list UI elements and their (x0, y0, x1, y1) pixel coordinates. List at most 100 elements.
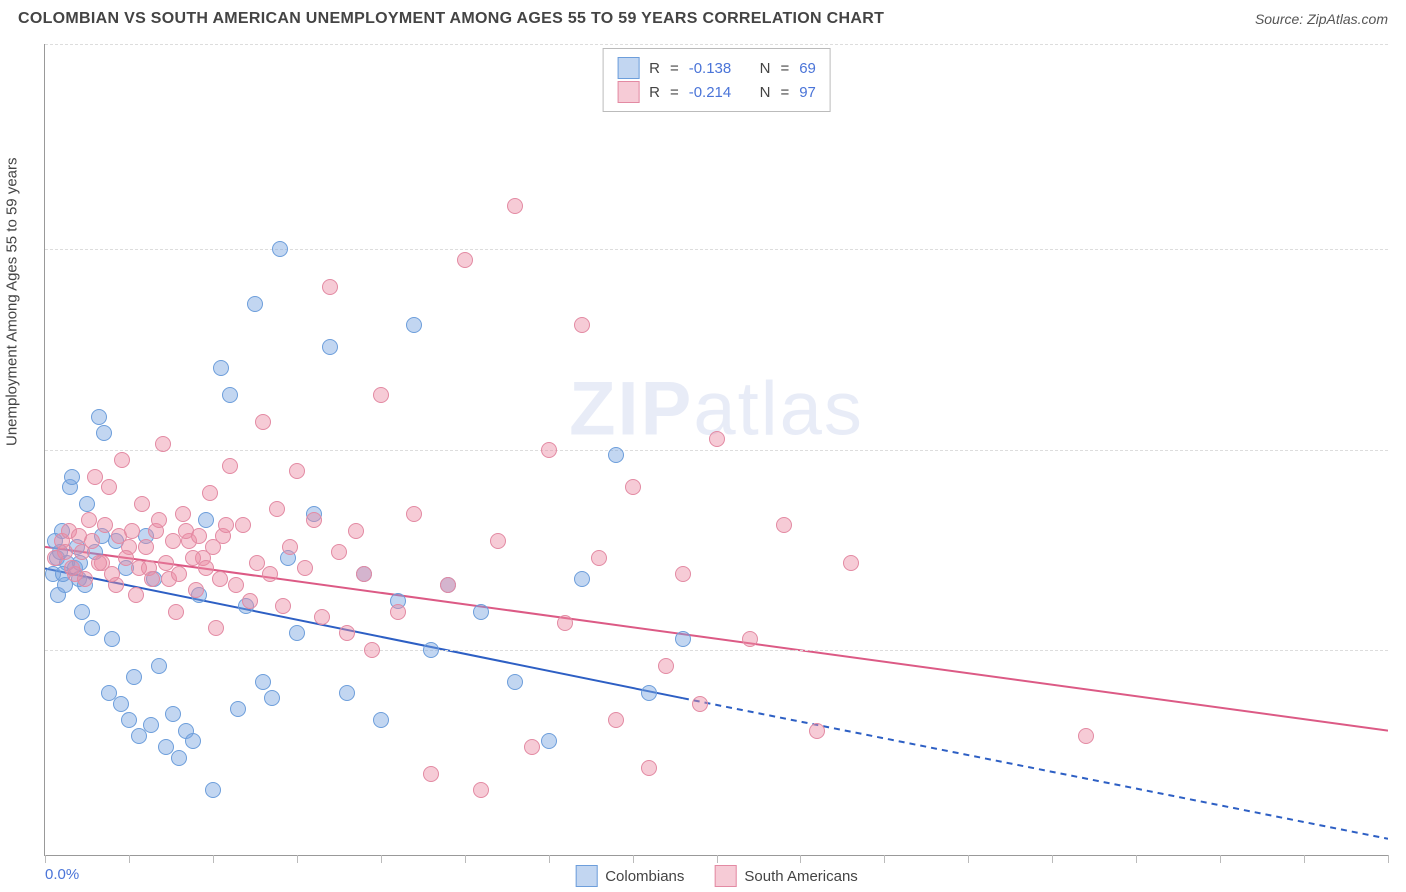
legend-swatch-a (575, 865, 597, 887)
data-point (131, 560, 147, 576)
data-point (171, 750, 187, 766)
r-value-b: -0.214 (689, 84, 732, 101)
data-point (322, 279, 338, 295)
data-point (126, 669, 142, 685)
data-point (440, 577, 456, 593)
data-point (524, 739, 540, 755)
data-point (230, 701, 246, 717)
data-point (113, 696, 129, 712)
x-tick (549, 855, 550, 863)
data-point (541, 733, 557, 749)
swatch-southamericans (617, 81, 639, 103)
data-point (128, 587, 144, 603)
legend-swatch-b (714, 865, 736, 887)
data-point (373, 712, 389, 728)
data-point (208, 620, 224, 636)
data-point (91, 555, 107, 571)
data-point (134, 496, 150, 512)
data-point (185, 733, 201, 749)
data-point (77, 571, 93, 587)
gridline (45, 650, 1388, 651)
data-point (692, 696, 708, 712)
source-label: Source: ZipAtlas.com (1255, 11, 1388, 27)
data-point (222, 387, 238, 403)
data-point (658, 658, 674, 674)
data-point (406, 506, 422, 522)
data-point (175, 506, 191, 522)
legend: Colombians South Americans (575, 865, 858, 887)
data-point (675, 566, 691, 582)
data-point (364, 642, 380, 658)
scatter-plot: ZIPatlas R = -0.138 N = 69 R = -0.214 N (44, 44, 1388, 856)
data-point (373, 387, 389, 403)
data-point (390, 604, 406, 620)
data-point (185, 550, 201, 566)
swatch-colombians (617, 57, 639, 79)
y-axis-label: Unemployment Among Ages 55 to 59 years (4, 157, 21, 446)
stats-row-b: R = -0.214 N = 97 (617, 81, 816, 103)
x-tick (213, 855, 214, 863)
data-point (158, 555, 174, 571)
data-point (272, 241, 288, 257)
data-point (625, 479, 641, 495)
data-point (205, 539, 221, 555)
data-point (171, 566, 187, 582)
data-point (574, 317, 590, 333)
data-point (507, 198, 523, 214)
data-point (205, 782, 221, 798)
data-point (709, 431, 725, 447)
data-point (235, 517, 251, 533)
data-point (591, 550, 607, 566)
data-point (255, 674, 271, 690)
data-point (87, 469, 103, 485)
data-point (218, 517, 234, 533)
data-point (490, 533, 506, 549)
legend-item-colombians: Colombians (575, 865, 684, 887)
data-point (289, 625, 305, 641)
data-point (198, 512, 214, 528)
stats-box: R = -0.138 N = 69 R = -0.214 N = 97 (602, 48, 831, 112)
x-tick (129, 855, 130, 863)
data-point (356, 566, 372, 582)
data-point (297, 560, 313, 576)
source-link[interactable]: ZipAtlas.com (1307, 11, 1388, 27)
data-point (168, 604, 184, 620)
data-point (457, 252, 473, 268)
data-point (144, 571, 160, 587)
data-point (289, 463, 305, 479)
data-point (143, 717, 159, 733)
data-point (423, 766, 439, 782)
x-tick (381, 855, 382, 863)
data-point (97, 517, 113, 533)
data-point (114, 452, 130, 468)
data-point (473, 782, 489, 798)
r-value-a: -0.138 (689, 60, 732, 77)
stats-row-a: R = -0.138 N = 69 (617, 57, 816, 79)
data-point (641, 685, 657, 701)
data-point (84, 533, 100, 549)
data-point (101, 479, 117, 495)
data-point (574, 571, 590, 587)
data-point (151, 512, 167, 528)
data-point (202, 485, 218, 501)
data-point (306, 512, 322, 528)
x-tick (297, 855, 298, 863)
data-point (314, 609, 330, 625)
data-point (188, 582, 204, 598)
data-point (198, 560, 214, 576)
data-point (57, 544, 73, 560)
data-point (1078, 728, 1094, 744)
data-point (262, 566, 278, 582)
data-point (84, 620, 100, 636)
x-tick (1304, 855, 1305, 863)
x-tick (1052, 855, 1053, 863)
data-point (557, 615, 573, 631)
x-tick (717, 855, 718, 863)
data-point (247, 296, 263, 312)
data-point (213, 360, 229, 376)
x-tick (45, 855, 46, 863)
data-point (541, 442, 557, 458)
data-point (151, 658, 167, 674)
x-tick (1388, 855, 1389, 863)
data-point (322, 339, 338, 355)
